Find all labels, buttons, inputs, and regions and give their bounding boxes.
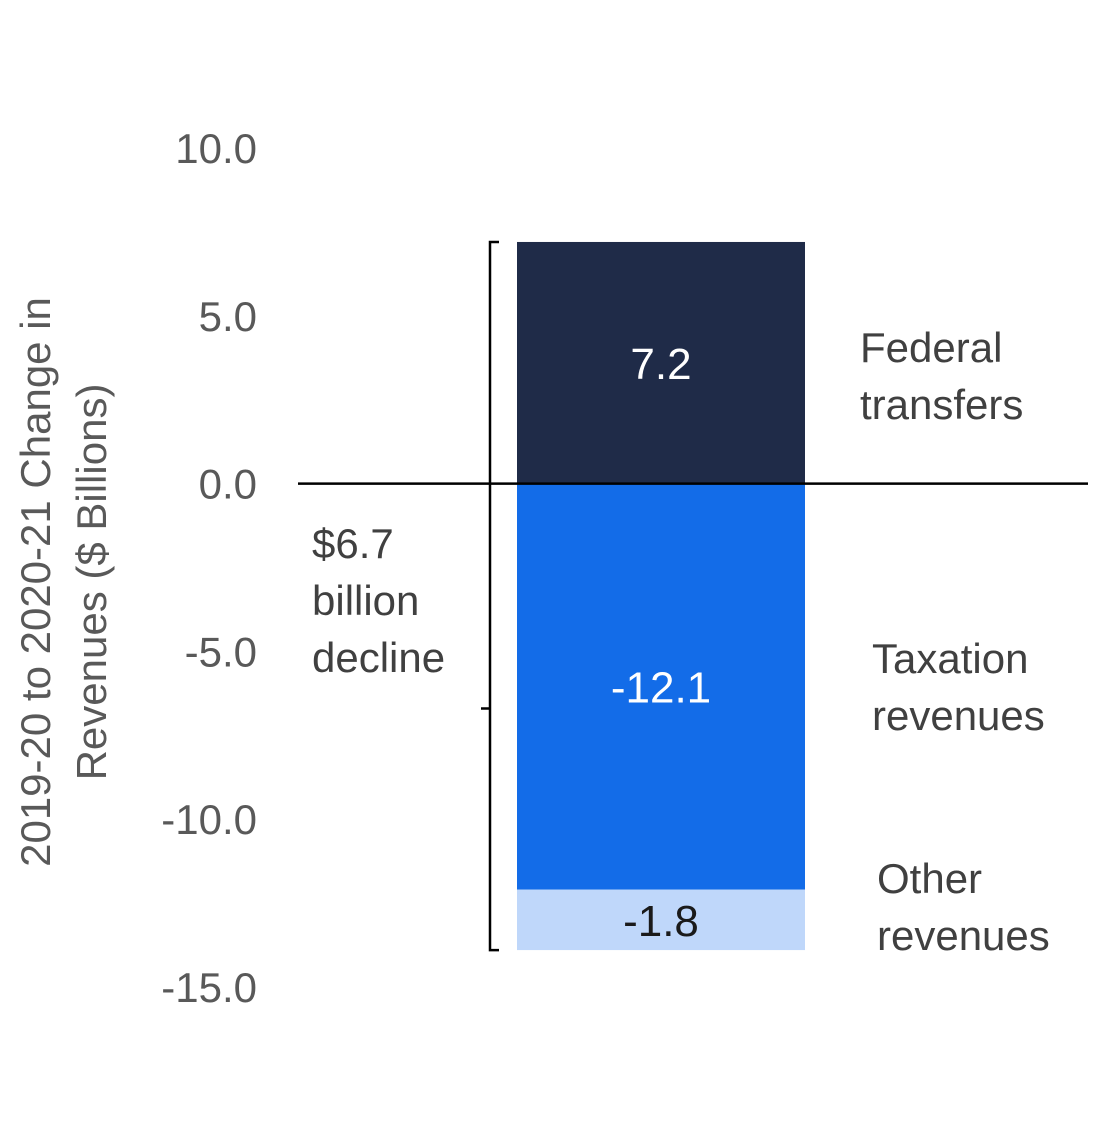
annotation-text: $6.7 billion decline [312, 520, 445, 681]
y-axis-title-line: Revenues ($ Billions) [68, 384, 115, 781]
segment-category-line: transfers [860, 381, 1023, 428]
y-tick-label: -5.0 [185, 628, 257, 675]
y-axis-ticks: 10.0 5.0 0.0 -5.0 -10.0 -15.0 [161, 125, 257, 1011]
total-bracket [481, 240, 499, 952]
bar-segment [517, 483, 805, 890]
bar-segment [517, 241, 805, 484]
segment-category-label: Other revenues [877, 855, 1050, 959]
stacked-bar [517, 241, 805, 951]
segment-category-label: Federal transfers [860, 324, 1023, 428]
segment-category-line: Other [877, 855, 982, 902]
net-decline-annotation: $6.7 billion decline [312, 520, 445, 681]
bar-segment-value: 7.2 [630, 340, 691, 389]
y-axis-title-line: 2019-20 to 2020-21 Change in [12, 297, 59, 867]
annotation-line: $6.7 [312, 520, 394, 567]
y-tick-label: -15.0 [161, 964, 257, 1011]
bar-segment-value: -12.1 [611, 664, 711, 713]
segment-category-line: Federal [860, 324, 1002, 371]
segment-category-label: Taxation revenues [872, 635, 1045, 739]
segment-value-labels: 7.2 -12.1 -1.8 [611, 340, 711, 946]
bar-segment [517, 889, 805, 951]
segment-category-labels: Federal transfers Taxation revenues Other rev… [860, 324, 1050, 959]
y-axis-label: 2019-20 to 2020-21 Change in Revenues ($ … [12, 297, 115, 867]
segment-category-line: revenues [872, 692, 1045, 739]
y-tick-label: 5.0 [199, 293, 257, 340]
segment-category-line: Taxation [872, 635, 1028, 682]
annotation-line: billion [312, 577, 419, 624]
annotation-line: decline [312, 634, 445, 681]
y-axis-title: 2019-20 to 2020-21 Change in Revenues ($ … [12, 297, 115, 867]
segment-category-line: revenues [877, 912, 1050, 959]
bar-segment-value: -1.8 [623, 897, 699, 946]
y-tick-label: 10.0 [175, 125, 257, 172]
y-tick-label: -10.0 [161, 796, 257, 843]
y-tick-label: 0.0 [199, 461, 257, 508]
